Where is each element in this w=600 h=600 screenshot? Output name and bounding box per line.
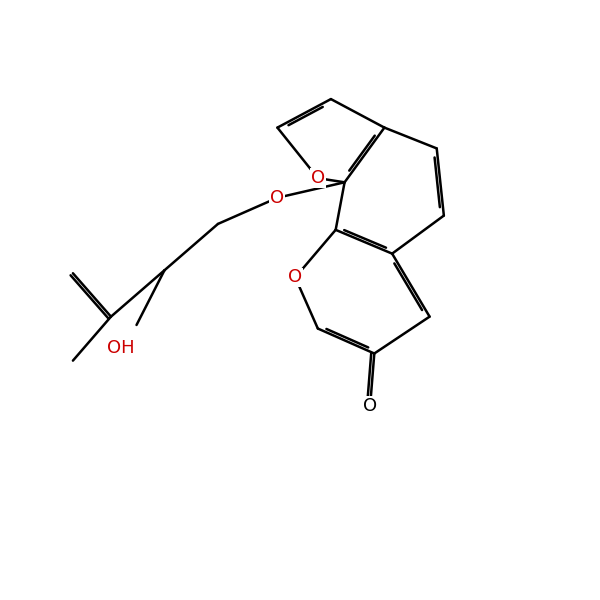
Text: O: O	[363, 397, 377, 415]
Text: O: O	[271, 189, 284, 207]
Text: O: O	[311, 169, 325, 187]
Text: OH: OH	[107, 338, 134, 356]
Text: O: O	[288, 268, 302, 286]
